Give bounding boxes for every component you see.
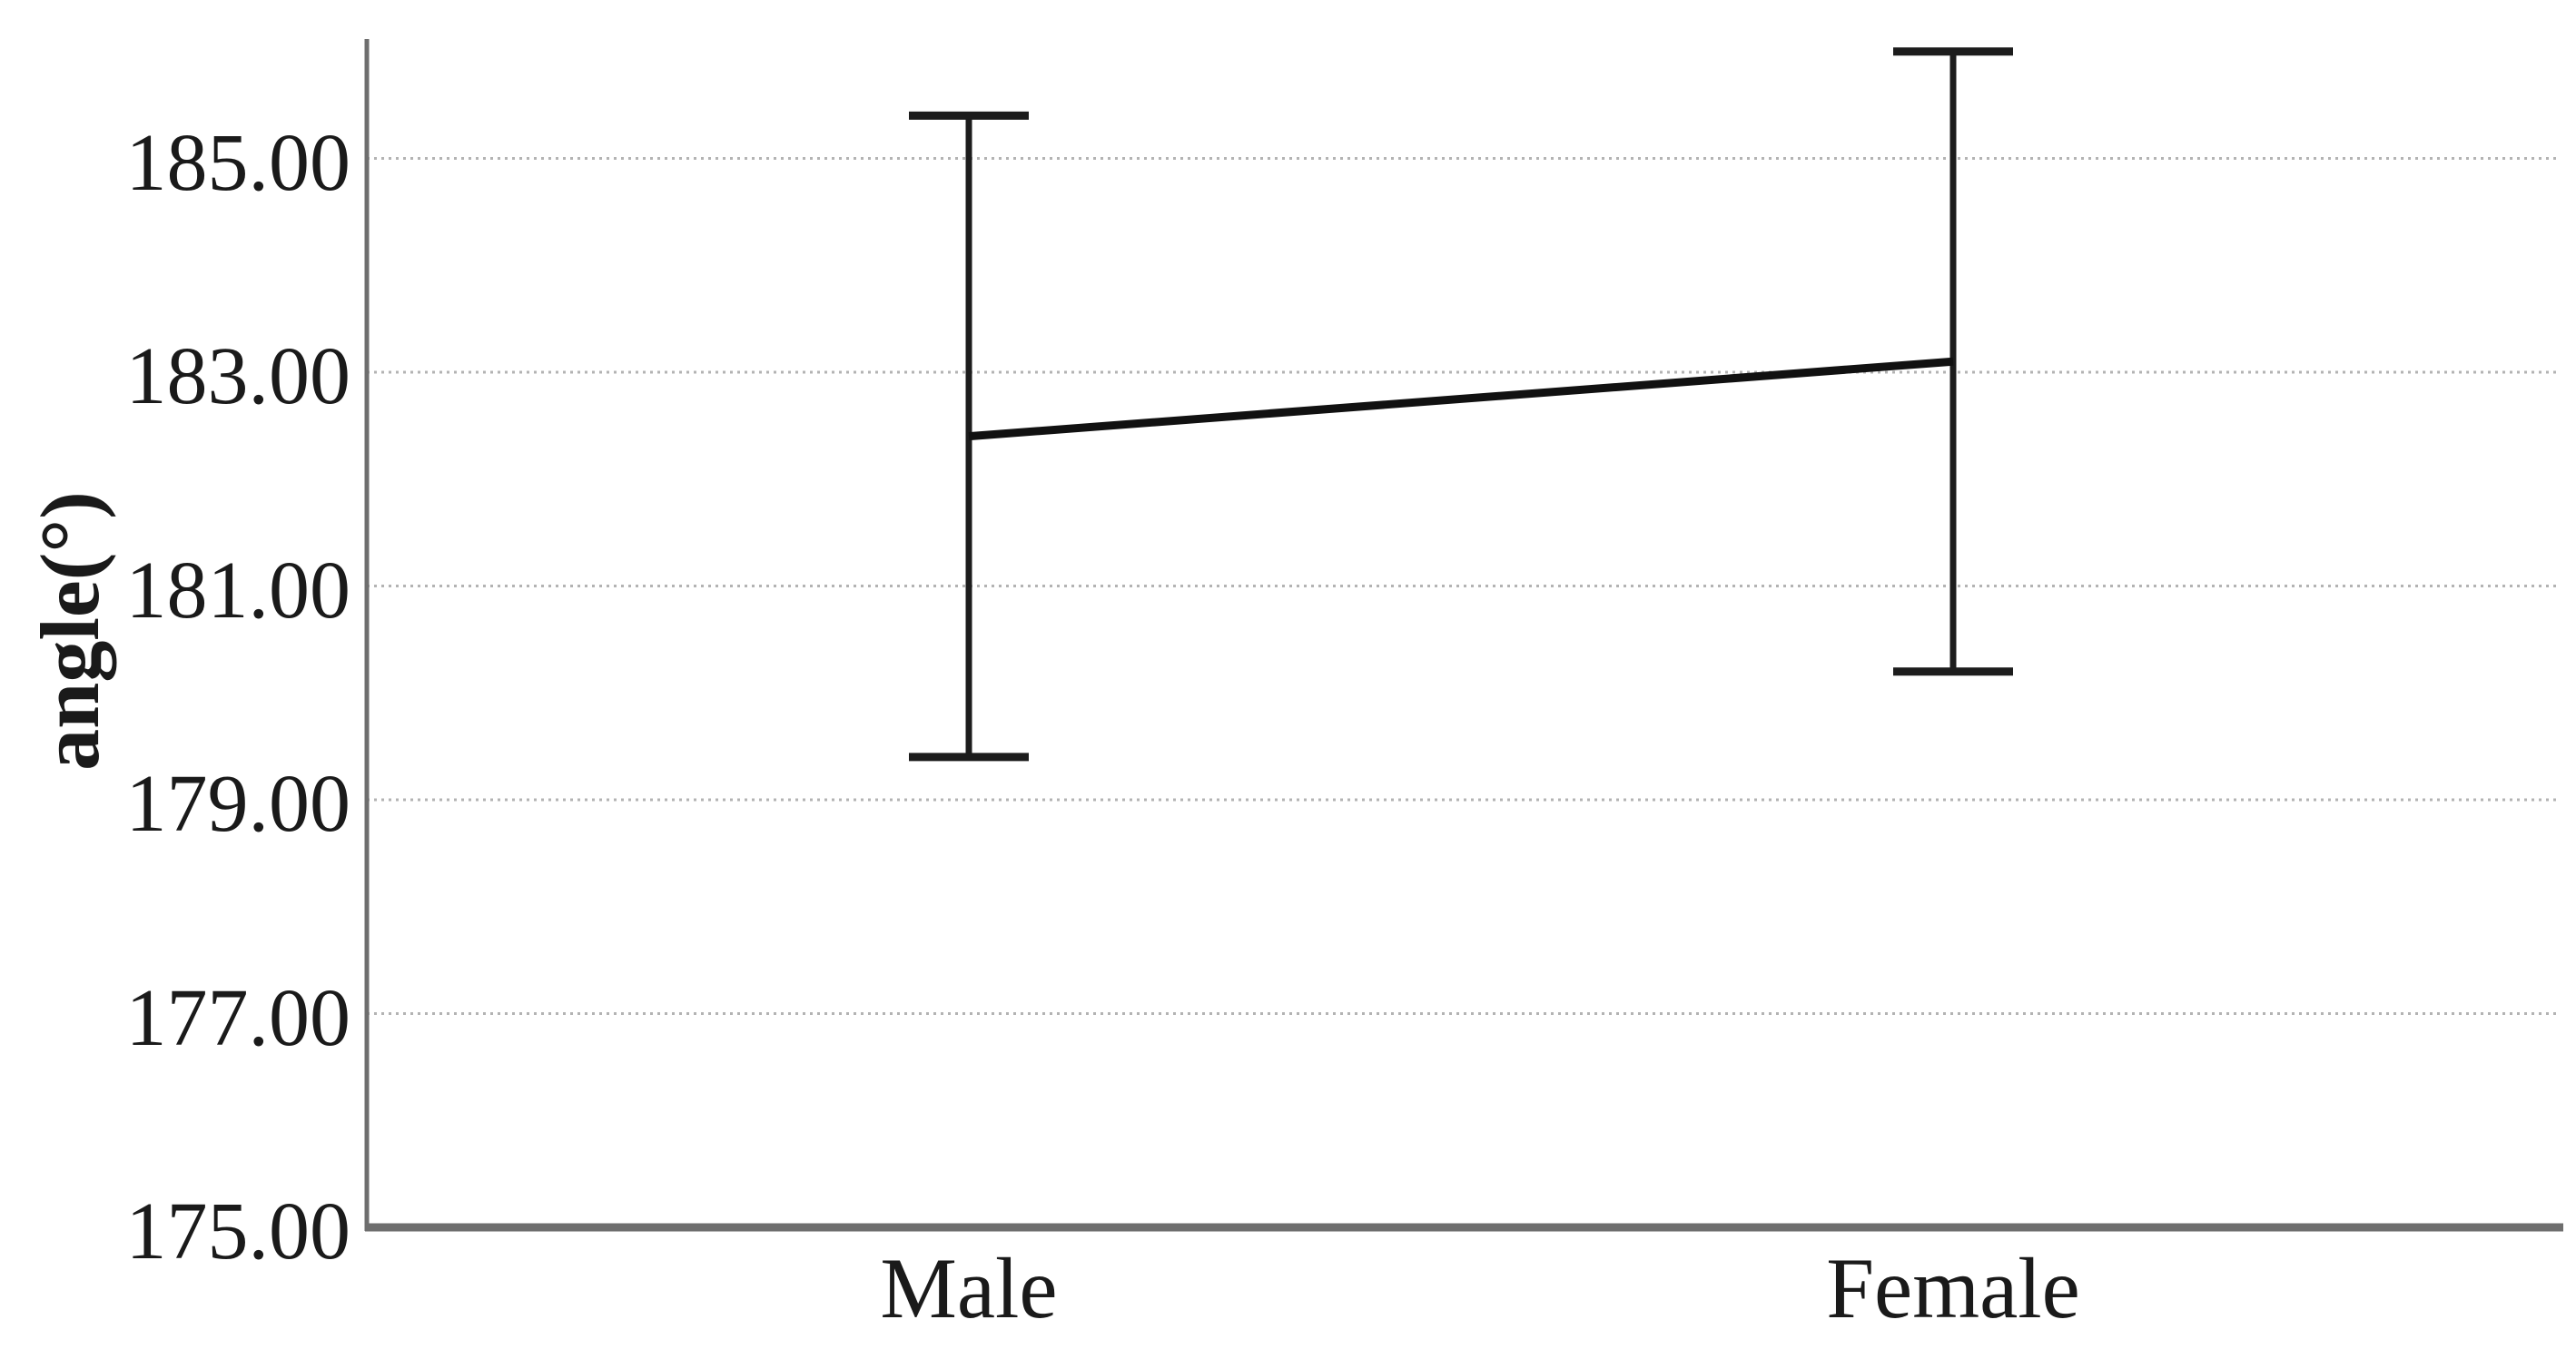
y-tick-label-179: 179.00: [125, 759, 351, 849]
y-tick-label-175: 175.00: [125, 1187, 351, 1276]
x-axis-category-label-female: Female: [1826, 1240, 2080, 1336]
y-tick-label-181: 181.00: [125, 545, 351, 635]
y-tick-label-185: 185.00: [125, 117, 351, 208]
mean-line: [968, 357, 1954, 441]
y-tick-label-183: 183.00: [125, 331, 351, 421]
y-tick-label-177: 177.00: [125, 972, 351, 1063]
x-axis-category-label-male: Male: [880, 1240, 1058, 1336]
